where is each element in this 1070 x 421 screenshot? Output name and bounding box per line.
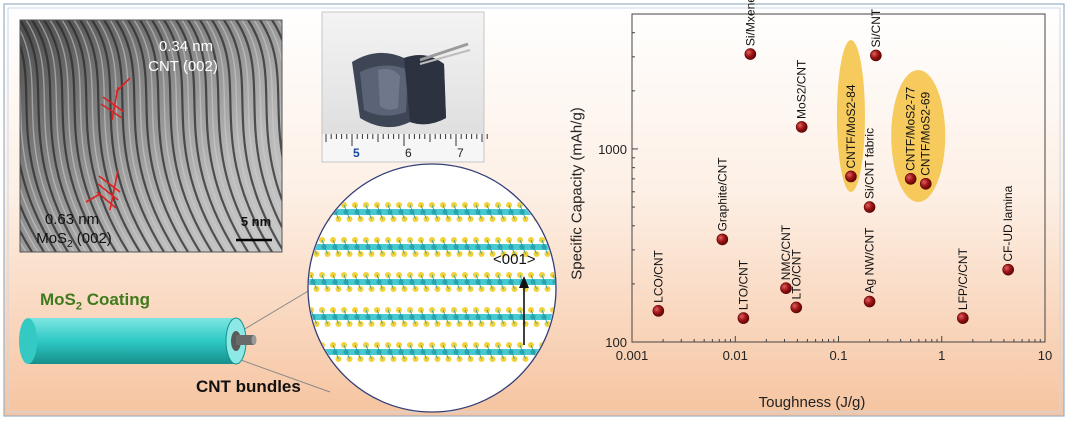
data-point [795, 121, 808, 133]
data-point-label: NMC/CNT [779, 224, 793, 280]
data-point [790, 301, 803, 314]
data-point [845, 170, 857, 183]
y-tick-label: 1000 [598, 142, 627, 157]
highlight-cntf-mos2-84 [836, 40, 865, 192]
data-point [870, 49, 882, 62]
y-tick-label: 100 [605, 335, 627, 350]
data-point-label: LTO/CNT [789, 249, 803, 300]
panel-inner-frame [7, 7, 1061, 413]
ruler-number: 7 [457, 146, 464, 160]
data-point-label: LCO/CNT [651, 250, 665, 303]
tem-micrograph [20, 20, 282, 252]
ruler-number: 6 [405, 146, 412, 160]
x-tick-label: 0.001 [616, 348, 649, 363]
data-point [780, 282, 792, 294]
cnt-fiber-schematic [19, 277, 331, 393]
highlight-cntf-mos2-77-69 [891, 70, 946, 202]
x-axis-title: Toughness (J/g) [758, 394, 866, 411]
cnt-bundles-label: CNT bundles [196, 377, 301, 396]
tem-lattice-markers [85, 77, 131, 211]
data-point [737, 312, 750, 324]
data-point-label: LTO/CNT [736, 259, 750, 310]
tem-frame [19, 19, 283, 253]
y-axis-title: Specific Capacity (mAh/g) [568, 107, 586, 280]
data-point [957, 312, 969, 324]
data-point [1002, 263, 1014, 276]
tem-scale-bar-label: 5 nm [240, 214, 272, 229]
data-point-label: Si/CNT [869, 8, 883, 47]
x-tick-label: 0.1 [829, 348, 847, 363]
data-point [716, 233, 729, 246]
data-point-label: CNTF/MoS2-77 [904, 87, 918, 171]
tem-cnt-spacing-label: 0.34 nm [158, 38, 214, 55]
film-photo [322, 12, 488, 162]
tem-cnt-plane-label: CNT (002) [148, 58, 218, 75]
tem-mos2-spacing-label: 0.63 nm [44, 211, 100, 228]
data-point-label: CF-UD lamina [1001, 185, 1015, 261]
data-point-label: MoS2/CNT [795, 59, 809, 119]
data-point [652, 305, 665, 317]
ruler-number: 5 [353, 146, 360, 160]
data-point [744, 48, 757, 60]
data-point-label: Ag NW/CNT [863, 227, 877, 294]
x-tick-label: 0.01 [723, 348, 748, 363]
data-point-label: Si/Mxenes [743, 0, 757, 46]
data-point-label: Graphite/CNT [715, 157, 729, 232]
data-point-label: LFP/C/CNT [956, 247, 970, 310]
plot-frame [631, 13, 1046, 343]
data-point [863, 201, 876, 213]
data-point [904, 173, 917, 185]
x-tick-label: 1 [938, 348, 945, 363]
mos2-coating-label: MoS2 Coating [40, 290, 151, 313]
data-point-label: CNTF/MoS2-69 [919, 91, 933, 175]
x-tick-label: 10 [1038, 348, 1052, 363]
data-point [863, 295, 876, 308]
data-point [919, 177, 932, 190]
tem-mos2-plane-label: MoS2 (002) [36, 230, 112, 250]
direction-label: <001> [493, 251, 536, 268]
data-point-label: Si/CNT fabric [863, 128, 877, 199]
data-point-label: CNTF/MoS2-84 [844, 84, 858, 168]
